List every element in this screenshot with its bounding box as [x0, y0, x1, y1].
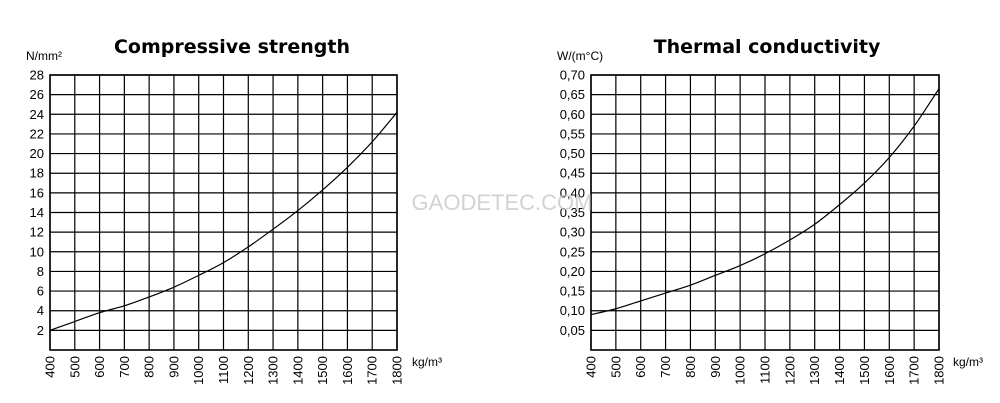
y-tick-label: 0,65 [560, 87, 585, 102]
x-tick-label: 1300 [266, 356, 281, 385]
x-tick-label: 900 [708, 356, 723, 378]
y-axis-unit: N/mm² [26, 49, 62, 63]
y-tick-label: 20 [30, 146, 44, 161]
y-tick-label: 10 [30, 244, 44, 259]
y-tick-label: 0,15 [560, 284, 585, 299]
x-tick-label: 1800 [390, 356, 405, 385]
y-tick-label: 24 [30, 107, 44, 122]
y-tick-label: 2 [37, 323, 44, 338]
chart-title: Compressive strength [114, 36, 350, 58]
x-tick-label: 600 [92, 356, 107, 378]
x-tick-label: 500 [608, 356, 623, 378]
grid [590, 74, 940, 350]
x-axis-unit: kg/m³ [953, 355, 983, 369]
x-tick-label: 800 [142, 356, 157, 378]
x-tick-label: 1000 [733, 356, 748, 385]
x-tick-label: 700 [117, 356, 132, 378]
y-tick-label: 0,25 [560, 244, 585, 259]
x-tick-label: 400 [584, 356, 599, 378]
x-tick-labels: 400 500 600 700 800 900 1000 1100 1200 1300 1400 15… [43, 356, 405, 385]
y-tick-label: 6 [37, 284, 44, 299]
y-tick-label: 0,45 [560, 166, 585, 181]
x-tick-label: 400 [43, 356, 58, 378]
y-tick-label: 26 [30, 87, 44, 102]
x-tick-label: 1100 [758, 356, 773, 384]
y-axis-unit: W/(m°C) [557, 49, 603, 63]
chart-title: Thermal conductivity [654, 36, 881, 58]
x-tick-label: 1300 [807, 356, 822, 385]
x-tick-label: 500 [67, 356, 82, 378]
x-tick-label: 1400 [290, 356, 305, 385]
x-tick-labels: 400 500 600 700 800 900 1000 1100 1200 1300 1400 15… [584, 356, 947, 385]
x-tick-label: 1000 [191, 356, 206, 385]
x-tick-label: 1200 [782, 356, 797, 385]
x-tick-label: 600 [633, 356, 648, 378]
y-tick-label: 0,70 [560, 68, 585, 83]
series-line [49, 111, 398, 331]
y-tick-label: 0,60 [560, 107, 585, 122]
x-tick-label: 700 [658, 356, 673, 378]
series-line [590, 88, 940, 316]
y-tick-label: 0,40 [560, 185, 585, 200]
watermark: GAODETEC.COM [412, 190, 593, 215]
y-tick-label: 0,05 [560, 323, 585, 338]
grid [49, 74, 398, 350]
y-tick-label: 12 [30, 225, 44, 240]
y-tick-label: 16 [30, 185, 44, 200]
y-tick-label: 28 [30, 68, 44, 83]
x-axis-unit: kg/m³ [412, 355, 442, 369]
y-tick-label: 0,55 [560, 126, 585, 141]
compressive-strength-chart: Compressive strength N/mm² kg/m³ 2468101… [26, 36, 442, 385]
x-tick-label: 1100 [216, 356, 231, 384]
y-tick-label: 0,10 [560, 303, 585, 318]
x-tick-label: 1700 [907, 356, 922, 385]
x-tick-label: 1600 [882, 356, 897, 385]
y-tick-label: 0,30 [560, 225, 585, 240]
x-tick-label: 800 [683, 356, 698, 378]
x-tick-label: 1400 [832, 356, 847, 385]
plot-frame [590, 74, 940, 351]
y-tick-label: 0,50 [560, 146, 585, 161]
x-tick-label: 1600 [340, 356, 355, 385]
y-tick-label: 4 [37, 303, 44, 318]
y-tick-label: 0,35 [560, 205, 585, 220]
x-tick-label: 1700 [365, 356, 380, 385]
y-tick-label: 18 [30, 166, 44, 181]
x-tick-label: 1200 [241, 356, 256, 385]
x-tick-label: 1500 [315, 356, 330, 385]
y-tick-label: 14 [30, 205, 44, 220]
y-tick-label: 0,20 [560, 264, 585, 279]
y-tick-label: 8 [37, 264, 44, 279]
y-tick-labels: 0,05 0,10 0,15 0,20 0,25 0,30 0,35 0,40 0,45 0,50… [560, 68, 585, 338]
plot-frame [49, 74, 398, 351]
x-tick-label: 1800 [932, 356, 947, 385]
y-tick-label: 22 [30, 126, 44, 141]
thermal-conductivity-chart: Thermal conductivity W/(m°C) kg/m³ 0,050… [557, 36, 983, 385]
x-tick-label: 1500 [857, 356, 872, 385]
x-tick-label: 900 [166, 356, 181, 378]
